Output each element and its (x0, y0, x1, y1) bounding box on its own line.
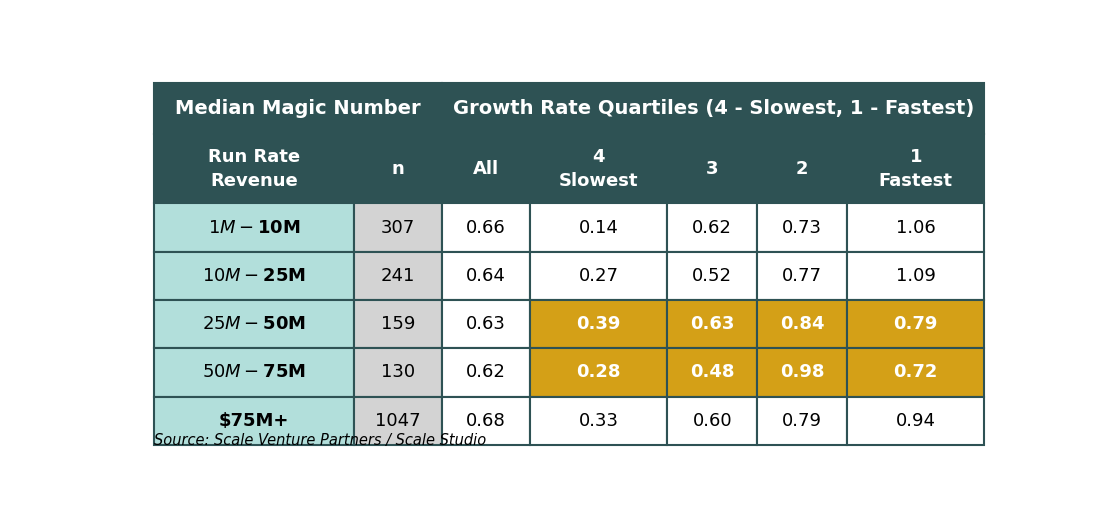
Text: 0.60: 0.60 (692, 412, 732, 430)
Bar (353, 396, 442, 445)
Bar (154, 204, 353, 252)
Text: All: All (473, 160, 499, 178)
Bar (442, 204, 530, 252)
Bar (530, 204, 668, 252)
Bar (848, 396, 984, 445)
Text: n: n (391, 160, 404, 178)
Bar (848, 204, 984, 252)
Text: 0.94: 0.94 (895, 412, 935, 430)
Text: 1.09: 1.09 (895, 267, 935, 285)
Bar (848, 348, 984, 396)
Bar (353, 348, 442, 396)
Bar (530, 134, 668, 204)
Bar (758, 252, 848, 300)
Bar (442, 396, 530, 445)
Text: Source: Scale Venture Partners / Scale Studio: Source: Scale Venture Partners / Scale S… (154, 433, 487, 448)
Text: 0.77: 0.77 (782, 267, 822, 285)
Text: 0.52: 0.52 (692, 267, 732, 285)
Bar (442, 83, 984, 134)
Bar (353, 252, 442, 300)
Bar (758, 348, 848, 396)
Bar (530, 396, 668, 445)
Text: 130: 130 (381, 363, 414, 381)
Text: 241: 241 (381, 267, 416, 285)
Text: Growth Rate Quartiles (4 - Slowest, 1 - Fastest): Growth Rate Quartiles (4 - Slowest, 1 - … (452, 99, 973, 118)
Bar (758, 300, 848, 348)
Bar (668, 300, 758, 348)
Text: 0.27: 0.27 (579, 267, 619, 285)
Text: 0.39: 0.39 (577, 315, 621, 333)
Bar (154, 396, 353, 445)
Text: 2: 2 (795, 160, 809, 178)
Text: 0.63: 0.63 (690, 315, 734, 333)
Text: 0.62: 0.62 (692, 218, 732, 236)
Text: 1047: 1047 (376, 412, 421, 430)
Text: 0.63: 0.63 (466, 315, 506, 333)
Text: 0.48: 0.48 (690, 363, 734, 381)
Bar (530, 252, 668, 300)
Bar (442, 252, 530, 300)
Text: 0.72: 0.72 (893, 363, 938, 381)
Bar (353, 300, 442, 348)
Text: 307: 307 (381, 218, 414, 236)
Text: 0.84: 0.84 (780, 315, 824, 333)
Text: 0.73: 0.73 (782, 218, 822, 236)
Bar (848, 134, 984, 204)
Text: 0.79: 0.79 (893, 315, 938, 333)
Text: 0.28: 0.28 (577, 363, 621, 381)
Text: 1
Fastest: 1 Fastest (879, 148, 953, 190)
Bar (154, 348, 353, 396)
Text: $75M+: $75M+ (219, 412, 289, 430)
Bar (530, 348, 668, 396)
Bar (848, 300, 984, 348)
Text: Run Rate
Revenue: Run Rate Revenue (208, 148, 300, 190)
Text: 0.14: 0.14 (579, 218, 619, 236)
Text: 0.64: 0.64 (466, 267, 506, 285)
Bar (668, 396, 758, 445)
Text: 1.06: 1.06 (895, 218, 935, 236)
Bar (848, 252, 984, 300)
Bar (442, 134, 530, 204)
Bar (668, 204, 758, 252)
Text: $25M - $50M: $25M - $50M (202, 315, 306, 333)
Text: 0.62: 0.62 (466, 363, 506, 381)
Text: 4
Slowest: 4 Slowest (559, 148, 639, 190)
Text: 0.79: 0.79 (782, 412, 822, 430)
Bar (442, 300, 530, 348)
Text: 0.66: 0.66 (466, 218, 506, 236)
Text: 0.98: 0.98 (780, 363, 824, 381)
Bar (758, 204, 848, 252)
Bar (353, 204, 442, 252)
Bar (154, 252, 353, 300)
Bar (668, 348, 758, 396)
Text: 0.68: 0.68 (466, 412, 506, 430)
Text: $10M - $25M: $10M - $25M (202, 267, 306, 285)
Bar (668, 252, 758, 300)
Bar (758, 396, 848, 445)
Bar (442, 348, 530, 396)
Text: 3: 3 (705, 160, 719, 178)
Bar (154, 134, 353, 204)
Text: 159: 159 (381, 315, 416, 333)
Bar (530, 300, 668, 348)
Bar (353, 134, 442, 204)
Bar (154, 300, 353, 348)
Bar (668, 134, 758, 204)
Text: $50M - $75M: $50M - $75M (202, 363, 306, 381)
Text: Median Magic Number: Median Magic Number (176, 99, 421, 118)
Text: $1M - $10M: $1M - $10M (208, 218, 300, 236)
Bar (758, 134, 848, 204)
Text: 0.33: 0.33 (579, 412, 619, 430)
Bar (154, 83, 442, 134)
